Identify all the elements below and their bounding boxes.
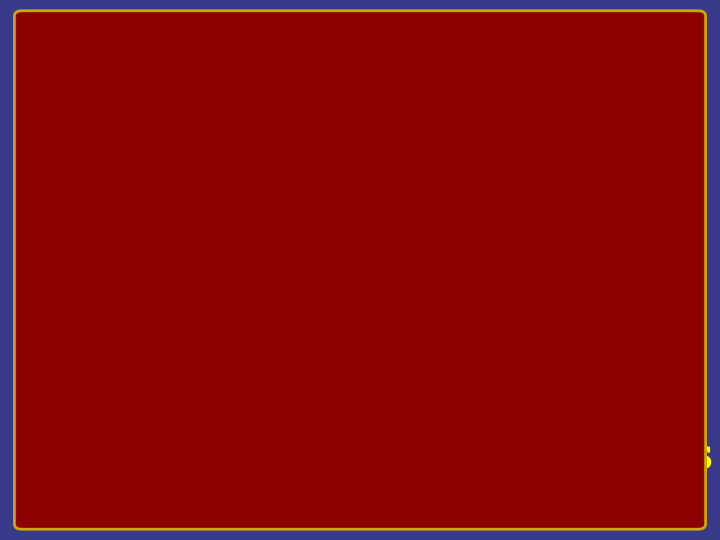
Text: albumin): albumin) [292,291,454,325]
Text: 9 -: 9 - [50,149,111,191]
Text: ↓: ↓ [72,348,114,397]
Text: resulting in: resulting in [454,291,675,325]
Text: ↓: ↓ [392,54,434,103]
Text: ↓: ↓ [248,287,283,329]
Text: (mainly: (mainly [50,291,199,325]
Text: 10 -: 10 - [50,440,120,473]
Text: osmotic pressure.: osmotic pressure. [121,356,459,389]
Text: Total plasma proteins: Total plasma proteins [107,149,612,191]
Text: 8 -: 8 - [50,57,125,99]
Text: ↓: ↓ [292,213,333,262]
Text: Increased plasma lipids: Increased plasma lipids [121,435,713,478]
Text: Platelets:: Platelets: [112,57,346,99]
Text: :: : [598,149,613,191]
Text: slightly: slightly [86,217,274,259]
